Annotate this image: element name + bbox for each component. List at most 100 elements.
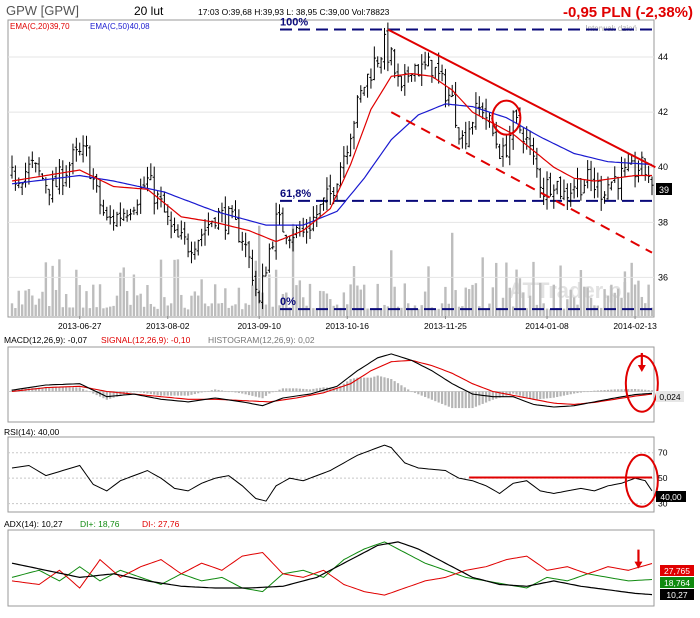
volume-bar xyxy=(295,285,298,316)
price-bar xyxy=(260,263,265,310)
histogram-bar xyxy=(440,391,444,404)
fibonacci-levels: 100% 61,8% 0% xyxy=(280,17,652,311)
price-bar xyxy=(311,206,315,232)
volume-bar xyxy=(600,307,603,316)
volume-bar xyxy=(230,305,234,316)
volume-bar xyxy=(24,290,27,316)
price-bar xyxy=(376,56,380,68)
rsi-tick: 50 xyxy=(658,473,668,483)
histogram-bar xyxy=(281,388,284,392)
ema50-legend: EMA(C,50)40,08 xyxy=(90,22,150,31)
price-bar xyxy=(440,64,444,82)
price-bar xyxy=(152,166,156,215)
volume-bar xyxy=(149,303,153,316)
price-bar xyxy=(111,209,116,231)
price-bar xyxy=(457,127,461,145)
histogram-bar xyxy=(386,378,389,392)
macd-lines xyxy=(8,352,659,413)
price-bar xyxy=(132,206,136,215)
volume-bar xyxy=(451,232,454,316)
quote-label: 17:03 O:39,68 H:39,93 L: 38,95 C:39,00 V… xyxy=(198,7,390,17)
histogram-bar xyxy=(234,391,237,393)
volume-bar xyxy=(281,293,285,316)
price-bar xyxy=(254,270,258,297)
signal-line xyxy=(11,359,653,405)
price-bar xyxy=(23,162,28,188)
volume-bar xyxy=(41,291,44,316)
volume-bar xyxy=(329,299,332,316)
volume-bar xyxy=(119,272,122,316)
price-bar xyxy=(30,151,34,169)
date-tick: 2013-06-27 xyxy=(58,321,102,331)
volume-bars xyxy=(10,223,654,316)
histogram-bar xyxy=(515,391,518,395)
histogram-bar xyxy=(566,391,569,395)
price-bar xyxy=(166,204,170,226)
price-bar xyxy=(206,212,211,236)
volume-bar xyxy=(71,307,75,316)
price-bar xyxy=(64,165,68,187)
volume-bar xyxy=(376,283,379,316)
volume-bar xyxy=(495,262,498,316)
volume-bar xyxy=(362,284,366,316)
volume-bar xyxy=(349,284,352,316)
price-bar xyxy=(54,166,58,188)
histogram-bar xyxy=(258,391,261,398)
volume-bar xyxy=(291,223,295,316)
price-bar xyxy=(565,183,569,211)
price-bar xyxy=(379,57,383,74)
volume-bar xyxy=(501,297,505,316)
histogram-bar xyxy=(220,390,224,392)
histogram-bar xyxy=(593,390,596,392)
price-tick: 44 xyxy=(658,52,668,62)
volume-bar xyxy=(197,295,200,316)
volume-bar xyxy=(75,269,78,316)
volume-bar xyxy=(213,284,217,316)
volume-bar xyxy=(576,304,579,316)
volume-bar xyxy=(528,295,532,316)
histogram-bar xyxy=(159,391,163,396)
highlight-circle xyxy=(624,453,659,508)
price-bar xyxy=(352,120,356,150)
price-bar xyxy=(484,98,488,130)
volume-bar xyxy=(251,285,254,316)
volume-bar xyxy=(183,307,186,316)
histogram-bar xyxy=(302,388,305,392)
volume-bar xyxy=(508,287,511,316)
histogram-bar xyxy=(88,391,91,393)
volume-bar xyxy=(474,283,478,316)
volume-bar xyxy=(437,308,440,316)
volume-bar xyxy=(539,282,542,316)
histogram-bar xyxy=(85,390,88,392)
price-bar xyxy=(288,235,292,249)
macd-marker-value: 0,024 xyxy=(659,392,681,402)
volume-bar xyxy=(14,308,17,316)
price-bar xyxy=(521,128,525,154)
histogram-bar xyxy=(637,389,640,392)
volume-bar xyxy=(518,278,522,316)
histogram-bar xyxy=(346,381,349,392)
volume-bar xyxy=(579,270,583,316)
histogram-bar xyxy=(583,391,586,393)
histogram-bar xyxy=(468,391,471,409)
volume-bar xyxy=(257,225,261,316)
price-bars xyxy=(10,22,654,310)
rsi-title: RSI(14): 40,00 xyxy=(4,427,60,437)
histogram-bar xyxy=(335,388,339,392)
volume-bar xyxy=(125,290,129,316)
volume-bar xyxy=(64,294,68,316)
volume-bar xyxy=(200,279,203,316)
price-bar xyxy=(277,204,282,226)
price-bar xyxy=(443,68,448,108)
histogram-bar xyxy=(484,391,488,403)
volume-bar xyxy=(132,274,136,316)
histogram-bar xyxy=(518,391,522,396)
rsi-marker: 40,00 xyxy=(656,491,686,502)
price-bar xyxy=(365,73,370,98)
price-bar xyxy=(606,176,610,200)
volume-bar xyxy=(109,306,112,316)
volume-bar xyxy=(623,271,627,316)
histogram-bar xyxy=(559,391,562,397)
volume-bar xyxy=(606,295,610,316)
